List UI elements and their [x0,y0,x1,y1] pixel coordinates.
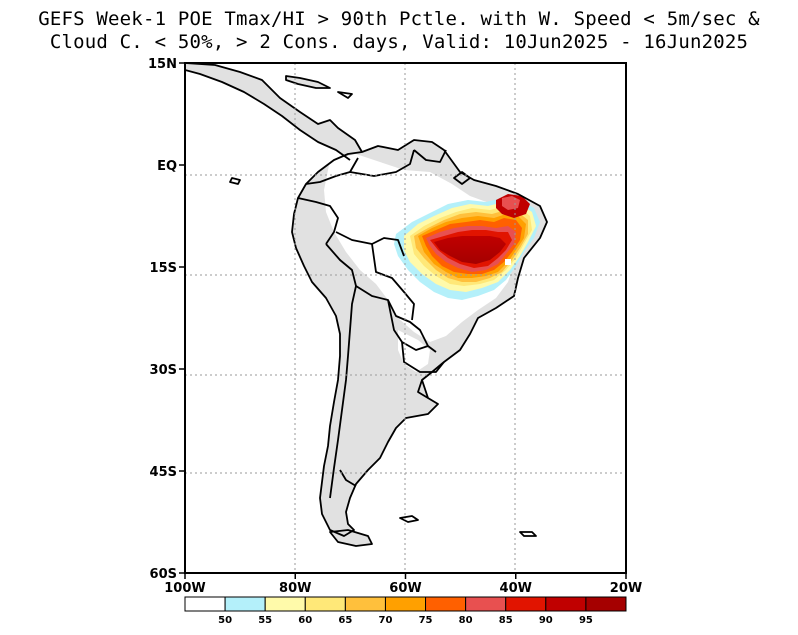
colorbar-label: 55 [258,615,272,626]
colorbar-label: 70 [378,615,392,626]
colorbar-swatch [505,596,547,612]
colorbar-label: 80 [459,615,473,626]
colorbar-label: 75 [419,615,433,626]
colorbar-label: 50 [218,615,232,626]
colorbar-label: 95 [579,615,593,626]
colorbar-swatch [465,596,507,612]
colorbar-label: 90 [539,615,553,626]
colorbar-swatch [264,596,306,612]
white-pixel [505,259,511,265]
lat-tick-label: 15N [148,57,177,72]
country-boundaries [185,63,548,547]
map-title-line-1: GEFS Week-1 POE Tmax/HI > 90th Pctle. wi… [38,8,760,30]
map-plot-area [185,63,626,573]
lon-tick-label: 100W [164,581,205,596]
colorbar-swatch [384,596,427,612]
latitude-axis: 15N EQ 15S 30S 45S 60S [148,57,185,582]
colorbar-label: 60 [298,615,312,626]
lat-tick-label: 15S [150,261,177,276]
shade-95 [434,236,506,264]
lon-tick-label: 80W [279,581,311,596]
gridlines [185,63,626,573]
colorbar-label: 85 [499,615,513,626]
colorbar-swatch [425,596,467,612]
colorbar-swatch [184,596,226,612]
lon-tick-label: 60W [389,581,421,596]
longitude-axis: 100W 80W 60W 40W 20W [164,573,642,596]
colorbar: 50 55 60 65 70 75 80 85 90 95 [184,596,627,626]
colorbar-swatch [304,596,346,612]
lat-tick-label: 45S [150,465,177,480]
lat-tick-label: EQ [157,159,177,174]
colorbar-label: 65 [338,615,352,626]
colorbar-swatch [585,596,627,612]
colorbar-swatch [344,596,386,612]
lon-tick-label: 20W [610,581,642,596]
colorbar-swatch [545,596,587,612]
colorbar-swatch [224,596,266,612]
map-title-line-2: Cloud C. < 50%, > 2 Cons. days, Valid: 1… [49,31,749,53]
lon-tick-label: 40W [500,581,532,596]
lat-tick-label: 30S [150,363,177,378]
lat-tick-label: 60S [150,567,177,582]
